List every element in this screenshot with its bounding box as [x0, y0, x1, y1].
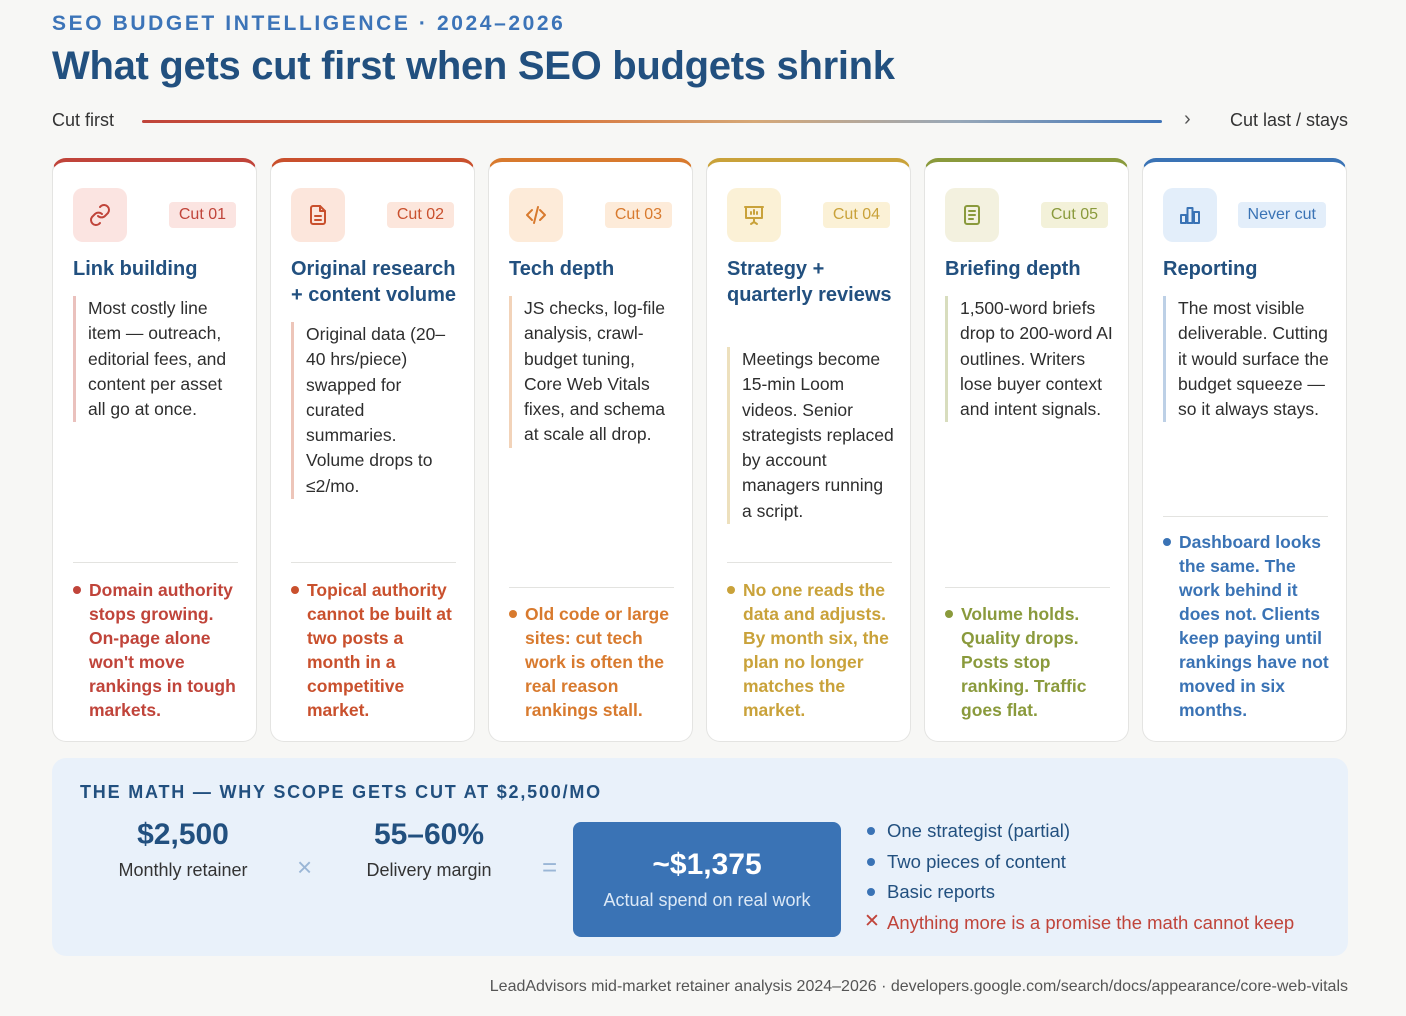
- card-title: Link building: [73, 258, 198, 280]
- warning-item: ✕ Anything more is a promise the math can…: [864, 911, 1295, 934]
- card-link-building: Cut 01 Link building Most costly line it…: [52, 158, 257, 742]
- scale-gradient-bar: [142, 120, 1162, 123]
- card-tag: Cut 03: [604, 202, 672, 228]
- equals-icon: =: [542, 852, 558, 882]
- card-title: Strategy + quarterly reviews: [727, 258, 892, 306]
- budget-items-list: One strategist (partial) Two pieces of c…: [864, 820, 1295, 943]
- card-reporting: Never cut Reporting The most visible del…: [1142, 158, 1347, 742]
- math-panel: THE MATH — WHY SCOPE GETS CUT AT $2,500/…: [52, 758, 1348, 956]
- card-title: Reporting: [1163, 258, 1258, 280]
- card-icon-box: [727, 188, 781, 242]
- card-note: Volume holds. Quality drops. Posts stop …: [945, 602, 1115, 722]
- card-icon-box: [73, 188, 127, 242]
- margin-value: 55–60%: [373, 818, 485, 851]
- margin-stat: 55–60% Delivery margin: [357, 818, 501, 881]
- card-note-text: Topical authority cannot be built at two…: [307, 580, 452, 720]
- card-title: Briefing depth: [945, 258, 1081, 280]
- card-note: No one reads the data and adjusts. By mo…: [727, 578, 897, 722]
- card-note: Dashboard looks the same. The work behin…: [1163, 530, 1333, 722]
- card-description: 1,500-word briefs drop to 200-word AI ou…: [945, 296, 1113, 423]
- code-icon: [526, 206, 546, 224]
- result-box: ~$1,375 Actual spend on real work: [573, 822, 841, 937]
- cut-cards: Cut 01 Link building Most costly line it…: [52, 158, 1348, 742]
- card-description: Original data (20–40 hrs/piece) swapped …: [291, 322, 459, 500]
- card-description: Most costly line item — outreach, editor…: [73, 296, 241, 423]
- note-bullet: [945, 610, 953, 618]
- card-divider: [945, 587, 1110, 588]
- eyebrow: SEO BUDGET INTELLIGENCE · 2024–2026: [52, 12, 566, 35]
- chevron-right-icon: ›: [1184, 108, 1191, 130]
- list-item: Two pieces of content: [867, 851, 1294, 882]
- cross-icon: ✕: [864, 911, 880, 933]
- card-icon-box: [945, 188, 999, 242]
- card-note-text: Dashboard looks the same. The work behin…: [1179, 532, 1329, 720]
- card-description: JS checks, log-file analysis, crawl-budg…: [509, 296, 677, 448]
- card-tech-depth: Cut 03 Tech depth JS checks, log-file an…: [488, 158, 693, 742]
- card-icon-box: [509, 188, 563, 242]
- note-bullet: [1163, 538, 1171, 546]
- card-briefing-depth: Cut 05 Briefing depth 1,500-word briefs …: [924, 158, 1129, 742]
- card-note-text: Volume holds. Quality drops. Posts stop …: [961, 604, 1087, 720]
- card-divider: [73, 562, 238, 563]
- note-bullet: [291, 586, 299, 594]
- scale-left-label: Cut first: [52, 110, 115, 130]
- page-title: What gets cut first when SEO budgets shr…: [52, 44, 895, 88]
- margin-label: Delivery margin: [366, 860, 492, 880]
- result-value: ~$1,375: [652, 848, 762, 881]
- card-description: Meetings become 15-min Loom videos. Seni…: [727, 347, 895, 525]
- note-bullet: [73, 586, 81, 594]
- multiply-icon: ×: [297, 852, 313, 882]
- card-note: Topical authority cannot be built at two…: [291, 578, 461, 722]
- card-original-research: Cut 02 Original research + content volum…: [270, 158, 475, 742]
- source-footer: LeadAdvisors mid-market retainer analysi…: [489, 978, 1348, 995]
- card-divider: [1163, 516, 1328, 517]
- note-bullet: [727, 586, 735, 594]
- card-tag: Never cut: [1237, 202, 1326, 228]
- brief-icon: [964, 205, 980, 225]
- bullet-icon: [867, 857, 875, 866]
- bullet-icon: [867, 888, 875, 897]
- card-strategy-reviews: Cut 04 Strategy + quarterly reviews Meet…: [706, 158, 911, 742]
- card-tag: Cut 05: [1040, 202, 1108, 228]
- card-title: Tech depth: [509, 258, 615, 280]
- retainer-label: Monthly retainer: [118, 860, 248, 880]
- presentation-icon: [744, 206, 764, 225]
- card-title: Original research + content volume: [291, 258, 457, 306]
- retainer-stat: $2,500 Monthly retainer: [110, 818, 256, 881]
- card-divider: [509, 587, 674, 588]
- retainer-value: $2,500: [137, 818, 229, 851]
- card-tag: Cut 04: [822, 202, 890, 228]
- card-note: Domain authority stops growing. On-page …: [73, 578, 243, 722]
- card-tag: Cut 02: [386, 202, 454, 228]
- list-item: Basic reports: [867, 881, 1294, 912]
- link-icon: [90, 204, 110, 226]
- card-divider: [727, 562, 892, 563]
- card-note-text: Domain authority stops growing. On-page …: [89, 580, 236, 720]
- document-icon: [310, 205, 326, 225]
- scale-right-label: Cut last / stays: [1229, 110, 1348, 130]
- result-label: Actual spend on real work: [603, 890, 811, 910]
- math-title: THE MATH — WHY SCOPE GETS CUT AT $2,500/…: [80, 782, 602, 802]
- card-note: Old code or large sites: cut tech work i…: [509, 602, 679, 722]
- bullet-icon: [867, 827, 875, 835]
- card-icon-box: [1163, 188, 1217, 242]
- card-note-text: No one reads the data and adjusts. By mo…: [743, 580, 889, 720]
- list-item: One strategist (partial): [867, 820, 1294, 851]
- card-tag: Cut 01: [168, 202, 236, 228]
- note-bullet: [509, 610, 517, 618]
- card-note-text: Old code or large sites: cut tech work i…: [525, 604, 669, 720]
- card-divider: [291, 562, 456, 563]
- bar-chart-icon: [1180, 207, 1200, 224]
- card-description: The most visible deliverable. Cutting it…: [1163, 296, 1331, 423]
- cut-order-scale: Cut first › Cut last / stays: [52, 108, 1348, 136]
- card-icon-box: [291, 188, 345, 242]
